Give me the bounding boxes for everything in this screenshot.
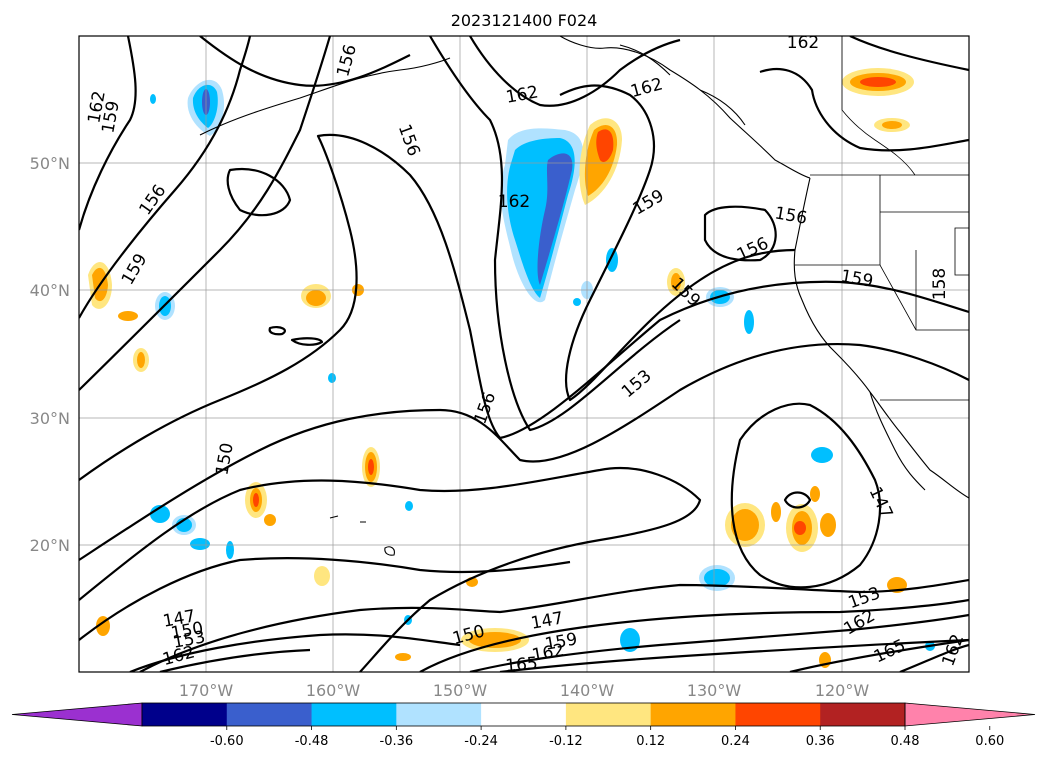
lat-label: 20°N [30, 536, 70, 555]
neg-patch-e2 [744, 310, 754, 334]
colorbar-segment [735, 703, 821, 726]
colorbar-tick-label: -0.60 [210, 734, 244, 749]
lon-label: 150°W [433, 681, 488, 700]
colorbar-segment [650, 703, 736, 726]
neg-patch-e18 [328, 373, 336, 383]
pos-patch-c1-mid [306, 290, 326, 306]
lon-label: 160°W [306, 681, 361, 700]
pos-patch-e20 [395, 653, 411, 661]
colorbar-segment [142, 703, 228, 726]
colorbar-extend-max [904, 702, 1036, 727]
map-frame [78, 35, 970, 673]
pos-patch-e9-strong [794, 521, 806, 535]
neg-patch-e5 [811, 447, 833, 463]
colorbar-tick-label: -0.48 [295, 734, 329, 749]
hawaii [329, 515, 395, 556]
map-area [79, 36, 969, 672]
lat-label: 50°N [30, 154, 70, 173]
contour-label: 162 [498, 192, 530, 212]
contour-label: 158 [930, 268, 950, 300]
colorbar-tick-label: -0.12 [549, 734, 583, 749]
neg-patch-strong [537, 153, 573, 285]
colorbar-segment [481, 703, 567, 726]
colorbar: -0.60 -0.48 -0.36 -0.24 -0.12 0.12 0.24 0.36 0.4… [11, 702, 1036, 749]
pos-patch-c5 [264, 514, 276, 526]
neg-patch-e6-mid [704, 569, 730, 587]
pos-patch-e8-mid [731, 509, 759, 541]
colorbar-segment [311, 703, 397, 726]
colorbar-segment [226, 703, 313, 726]
pos-patch-c4-strong [253, 493, 259, 507]
pos-patch-e12 [810, 486, 820, 502]
colorbar-tick-label: 0.12 [636, 734, 665, 749]
lat-label: 30°N [30, 409, 70, 428]
pos-patch-e10 [820, 513, 836, 537]
colorbar-tick-label: 0.36 [806, 734, 835, 749]
pos-patch-e4-mid [671, 273, 681, 291]
lon-label: 170°W [179, 681, 234, 700]
latitude-labels: 50°N 40°N 30°N 20°N [30, 154, 70, 555]
longitude-labels: 170°W 160°W 150°W 140°W 130°W 120°W [179, 681, 870, 700]
colorbar-tick-label: 0.60 [975, 734, 1004, 749]
pos-patch-strong [596, 129, 614, 162]
pos-patch-e11 [771, 502, 781, 522]
lat-label: 40°N [30, 281, 70, 300]
pos-patch-sw5 [314, 566, 330, 586]
colorbar-segment [565, 703, 652, 726]
lon-label: 140°W [560, 681, 615, 700]
aleutians [199, 57, 451, 136]
neg-patch-e3 [606, 248, 618, 272]
neg-patch-sw3 [190, 538, 210, 550]
neg-patch-sw4 [226, 541, 234, 559]
colorbar-extend-min [11, 702, 143, 727]
borders [795, 36, 969, 401]
graticule [79, 36, 969, 672]
colorbar-tick-label: 0.24 [721, 734, 750, 749]
contour-label: 162 [787, 33, 819, 53]
neg-patch-e23 [573, 298, 581, 306]
baja [869, 391, 926, 491]
neg-patch-e21 [150, 94, 156, 104]
colorbar-frame [141, 702, 906, 727]
neg-patch-e7 [620, 628, 640, 652]
lon-label: 130°W [687, 681, 742, 700]
lakes-region [619, 44, 746, 126]
contour-label: 165 [505, 654, 539, 677]
pos-patch-ne-strong [860, 77, 896, 87]
height-contours [79, 36, 969, 672]
map-title: 2023121400 F024 [451, 11, 598, 30]
pos-patch-s-band-mid [469, 632, 521, 648]
colorbar-tick-label: -0.24 [464, 734, 498, 749]
colorbar-tick-label: -0.36 [380, 734, 414, 749]
lon-label: 120°W [815, 681, 870, 700]
pos-patch-s2-mid [137, 352, 145, 368]
colorbar-tick-label: 0.48 [891, 734, 920, 749]
pos-patch-c3-strong [368, 459, 374, 475]
pos-patch-s1 [118, 311, 138, 321]
colorbar-segment [820, 703, 906, 726]
pos-patch-ne2-mid [882, 121, 902, 129]
alaska-coast [559, 36, 811, 179]
neg-patch-e17 [405, 501, 413, 511]
colorbar-segment [396, 703, 482, 726]
